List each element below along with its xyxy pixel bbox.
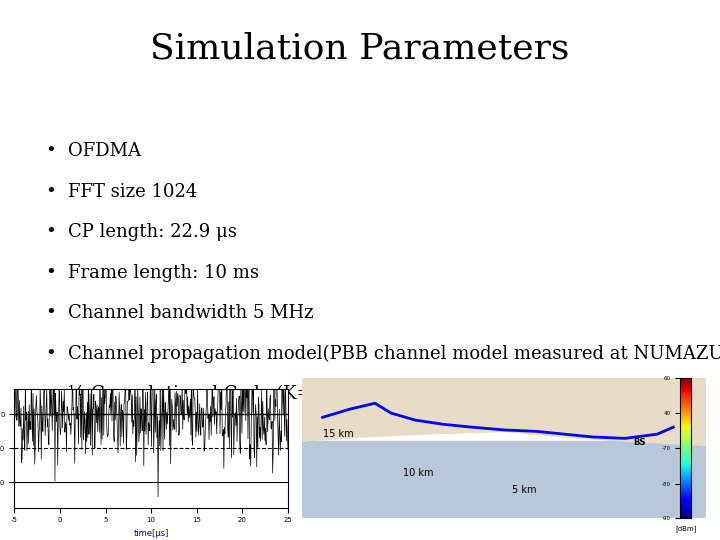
Text: •: • — [45, 304, 55, 322]
Text: Channel bandwidth 5 MHz: Channel bandwidth 5 MHz — [68, 304, 314, 322]
Text: Frame length: 10 ms: Frame length: 10 ms — [68, 264, 259, 282]
Text: BS: BS — [633, 438, 645, 448]
Text: •: • — [45, 142, 55, 160]
Text: OFDMA: OFDMA — [68, 142, 141, 160]
Text: CP length: 22.9 μs: CP length: 22.9 μs — [68, 223, 238, 241]
Text: 5 km: 5 km — [512, 485, 536, 495]
Text: FFT size 1024: FFT size 1024 — [68, 183, 198, 201]
Text: •: • — [45, 345, 55, 363]
Text: 15 km: 15 km — [323, 429, 354, 439]
Text: •: • — [45, 264, 55, 282]
X-axis label: time[µs]: time[µs] — [133, 529, 169, 538]
Text: [dBm]: [dBm] — [675, 525, 696, 532]
Text: •: • — [45, 183, 55, 201]
Text: 10 km: 10 km — [403, 468, 433, 478]
Text: •: • — [45, 385, 55, 403]
Text: •: • — [45, 426, 55, 444]
Text: •: • — [45, 223, 55, 241]
Text: Simulation Parameters: Simulation Parameters — [150, 32, 570, 65]
Text: ½ Convolutional Code (K=7): ½ Convolutional Code (K=7) — [68, 385, 330, 403]
Bar — [302, 441, 706, 518]
Text: 16 QAM: 16 QAM — [68, 426, 143, 444]
Text: Channel propagation model(PBB channel model measured at NUMAZU city): Channel propagation model(PBB channel mo… — [68, 345, 720, 363]
Polygon shape — [302, 378, 706, 446]
